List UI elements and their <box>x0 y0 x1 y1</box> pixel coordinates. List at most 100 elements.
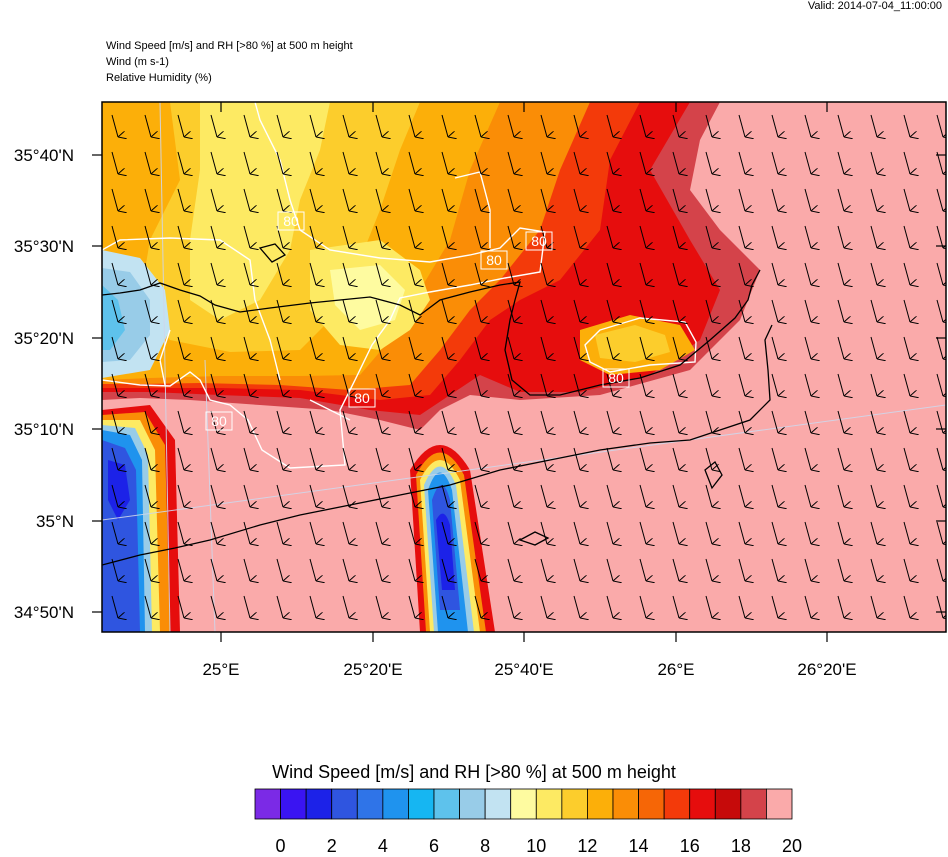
longitude-labels: 25°E 25°20'E 25°40'E 26°E 26°20'E <box>202 660 856 679</box>
wind-arrow <box>738 558 745 581</box>
colorbar-swatch <box>740 788 767 820</box>
wind-arrow <box>705 558 712 581</box>
wind-arrow <box>870 373 877 396</box>
colorbar-tick-label: 0 <box>275 836 286 856</box>
wind-arrow <box>474 410 481 433</box>
wind-arrow <box>243 114 250 137</box>
wind-arrow <box>375 595 382 618</box>
wind-arrow <box>309 484 316 507</box>
wind-arrow <box>903 114 910 137</box>
lat-label: 35°10'N <box>14 420 74 439</box>
colorbar-tick-label: 20 <box>781 836 803 856</box>
wind-arrow <box>771 299 778 322</box>
wind-arrow <box>804 373 811 396</box>
wind-arrow <box>804 558 811 581</box>
wind-arrow <box>672 114 679 137</box>
wind-arrow <box>375 262 382 285</box>
wind-arrow <box>705 188 712 211</box>
wind-arrow <box>276 336 283 359</box>
wind-arrow <box>804 299 811 322</box>
wind-arrow <box>936 484 943 507</box>
wind-arrow <box>540 225 547 248</box>
wind-arrow <box>441 410 448 433</box>
wind-arrow <box>936 521 943 544</box>
wind-arrow <box>903 299 910 322</box>
wind-arrow <box>903 262 910 285</box>
wind-arrow <box>243 151 250 174</box>
wind-arrow <box>606 484 613 507</box>
wind-arrow <box>144 410 151 433</box>
wind-arrow <box>738 521 745 544</box>
wind-arrow <box>705 151 712 174</box>
colorbar-tick-label: 16 <box>679 836 700 856</box>
wind-arrow <box>507 114 514 137</box>
wind-arrow <box>210 336 217 359</box>
wind-arrow <box>738 484 745 507</box>
wind-arrow <box>837 151 844 174</box>
wind-arrow <box>639 262 646 285</box>
colorbar-tick-label: 12 <box>577 836 598 856</box>
wind-arrow <box>375 299 382 322</box>
wind-arrow <box>936 447 943 470</box>
wind-arrow <box>507 299 514 322</box>
wind-arrow <box>474 373 481 396</box>
wind-arrow <box>870 558 877 581</box>
wind-arrow <box>738 262 745 285</box>
wind-arrow <box>936 558 943 581</box>
wind-arrow <box>672 447 679 470</box>
wind-arrow <box>441 188 448 211</box>
wind-arrow <box>309 262 316 285</box>
wind-arrow <box>705 336 712 359</box>
lon-label: 26°20'E <box>797 660 856 679</box>
colorbar-swatch <box>535 788 563 820</box>
title-line-1: Wind Speed [m/s] and RH [>80 %] at 500 m… <box>106 40 353 52</box>
wind-arrow <box>837 336 844 359</box>
wind-arrow <box>573 447 580 470</box>
wind-arrow <box>342 262 349 285</box>
colorbar-swatch <box>331 788 358 820</box>
wind-arrow <box>606 225 613 248</box>
wind-arrow <box>474 336 481 359</box>
wind-arrow <box>243 225 250 248</box>
wind-arrow <box>276 484 283 507</box>
wind-arrow <box>144 373 151 396</box>
wind-arrow <box>441 262 448 285</box>
wind-arrow <box>573 299 580 322</box>
wind-arrow <box>771 262 778 285</box>
wind-arrow <box>606 336 613 359</box>
wind-arrow <box>144 447 151 470</box>
wind-arrow <box>177 336 184 359</box>
wind-arrow <box>243 188 250 211</box>
wind-arrow <box>276 373 283 396</box>
colorbar-swatch <box>663 788 691 820</box>
wind-arrow <box>210 447 217 470</box>
wind-arrow <box>606 447 613 470</box>
wind-arrow <box>276 114 283 137</box>
wind-arrow <box>309 299 316 322</box>
wind-arrow <box>606 299 613 322</box>
wind-arrow <box>540 447 547 470</box>
wind-arrow <box>672 373 679 396</box>
colorbar-tick-label: 14 <box>628 836 649 856</box>
wind-arrow <box>177 114 184 137</box>
wind-arrow <box>309 151 316 174</box>
wind-arrow <box>210 558 217 581</box>
wind-arrow <box>903 151 910 174</box>
wind-arrow <box>375 558 382 581</box>
wind-arrow <box>639 188 646 211</box>
colorbar-swatch <box>382 788 409 820</box>
wind-arrow <box>210 225 217 248</box>
wind-arrow <box>474 262 481 285</box>
wind-arrow <box>573 114 580 137</box>
contour-label-4: 80 <box>608 370 624 386</box>
wind-arrow <box>441 447 448 470</box>
wind-arrow <box>606 262 613 285</box>
wind-arrow <box>672 151 679 174</box>
colorbar-swatch <box>766 788 793 820</box>
wind-arrow <box>672 299 679 322</box>
wind-arrow <box>705 447 712 470</box>
colorbar-tick-label: 6 <box>428 836 439 856</box>
wind-arrow <box>672 225 679 248</box>
wind-arrow <box>639 521 646 544</box>
wind-arrow <box>177 447 184 470</box>
